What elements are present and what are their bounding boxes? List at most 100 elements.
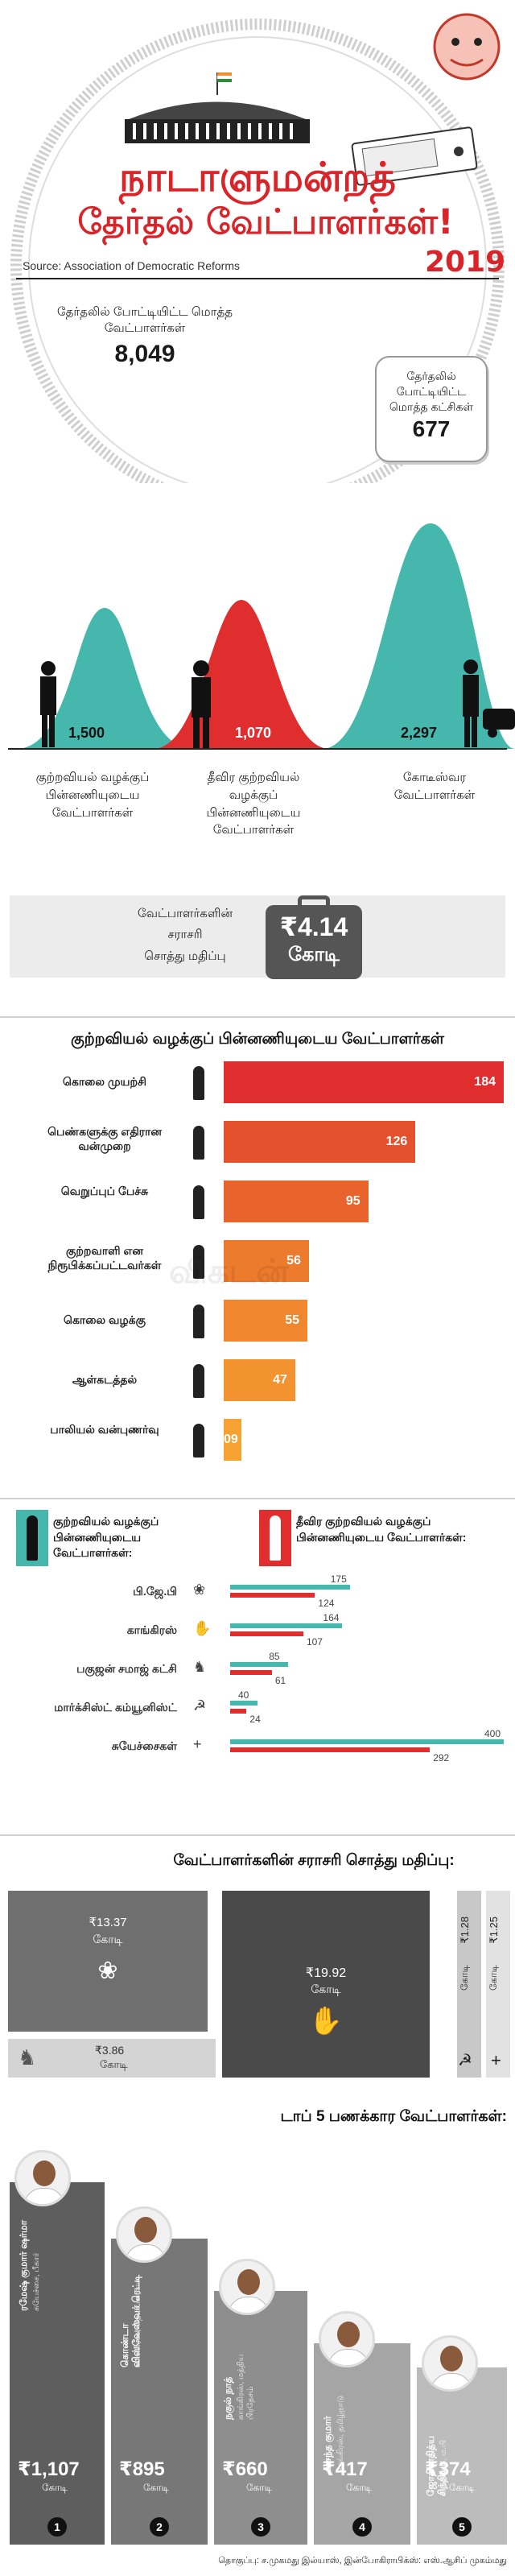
inc-asset-unit: கோடி <box>311 1983 341 1995</box>
bell-label-criminal: குற்றவியல் வழக்குப் பின்னணியுடைய வேட்பாள… <box>35 771 150 820</box>
candidate-avatar <box>319 2311 375 2367</box>
crime-value: 126 <box>385 1135 408 1148</box>
decorative-ring <box>10 19 505 483</box>
crime-value: 09 <box>224 1433 238 1446</box>
voting-machine-icon <box>351 126 478 186</box>
crime-figure-icon <box>193 1305 204 1338</box>
crime-row: கொலை வழக்கு 55 <box>0 1300 515 1348</box>
legend-teal-person-icon <box>27 1515 38 1561</box>
bjp-asset-block <box>8 1891 208 2032</box>
bell-label-crorepati: கோடீஸ்வர வேட்பாளர்கள் <box>393 771 476 802</box>
cpm-asset-block <box>457 1891 481 2078</box>
rank-badge: 4 <box>352 2517 372 2537</box>
party-label: மார்க்சிஸ்ட் கம்யூனிஸ்ட் <box>54 1701 177 1714</box>
crime-label: பாலியல் வன்புணர்வு <box>50 1423 159 1436</box>
cpm-asset-unit: கோடி <box>459 1965 470 1991</box>
avatar-head-icon <box>337 2322 360 2347</box>
avatar-body-icon <box>328 2349 369 2365</box>
party-symbol-icon: ☭ <box>193 1697 207 1714</box>
mascot-icon <box>433 13 501 81</box>
party-value-serious: 107 <box>306 1636 323 1648</box>
total-candidates-value: 8,049 <box>114 340 175 367</box>
party-value-serious: 292 <box>433 1752 450 1764</box>
candidate-asset-unit: கோடி <box>346 2482 373 2493</box>
party-assets-title: வேட்பாளர்களின் சராசரி சொத்து மதிப்பு: <box>173 1852 455 1869</box>
candidate-avatar <box>14 2150 71 2206</box>
party-bar-criminal <box>230 1701 258 1706</box>
year-label: 2019 <box>425 246 506 279</box>
bell-value-serious: 1,070 <box>235 725 272 741</box>
party-value-serious: 124 <box>318 1598 335 1609</box>
party-value-criminal: 400 <box>484 1728 501 1739</box>
party-bar-serious <box>230 1709 247 1714</box>
crime-figure-icon <box>193 1424 204 1458</box>
richest-column <box>314 2343 410 2545</box>
inc-hand-icon: ✋ <box>308 2006 344 2036</box>
total-candidates-block: தேர்தலில் போட்டியிட்ட மொத்த வேட்பாளர்கள்… <box>56 304 233 368</box>
crime-bar <box>224 1419 241 1461</box>
richest-chart: ரமேஷ் குமார் ஷர்மா சுயேச்சை, பீகார் ₹1,107… <box>0 2078 515 2576</box>
candidate-avatar <box>116 2206 172 2263</box>
crime-figure-icon <box>193 1364 204 1398</box>
candidate-party-state: காங்கிரஸ், மத்திய பிரதேசம் <box>237 2354 255 2420</box>
party-bar-criminal <box>230 1662 289 1667</box>
ind-asset-block <box>486 1891 510 2078</box>
richest-column <box>214 2291 307 2545</box>
party-bar-serious <box>230 1593 315 1598</box>
richest-column <box>111 2239 208 2545</box>
bell-label-serious: தீவிர குற்றவியல் வழக்குப் பின்னணியுடைய வ… <box>206 771 301 837</box>
crime-bar <box>224 1061 504 1103</box>
crime-label: கொலை முயற்சி <box>63 1075 146 1088</box>
avatar-head-icon <box>440 2346 463 2371</box>
inc-asset-value: ₹19.92 <box>305 1966 347 1980</box>
candidate-asset-unit: கோடி <box>42 2482 68 2493</box>
avatar-body-icon <box>125 2244 167 2260</box>
legend-teal-label: குற்றவியல் வழக்குப் பின்னணியுடைய வேட்பாள… <box>53 1515 159 1560</box>
avg-asset-label-line2: சராசரி <box>167 928 203 942</box>
ind-plus-icon: + <box>491 2050 501 2070</box>
party-value-criminal: 85 <box>269 1651 280 1662</box>
candidate-asset-value: ₹895 <box>119 2458 165 2480</box>
candidate-party-state: காங்கிரஸ், ம.பி <box>439 2440 448 2496</box>
bell-value-criminal: 1,500 <box>68 725 105 741</box>
avatar-body-icon <box>228 2297 270 2313</box>
crime-chart: கொலை முயற்சி 184 பெண்களுக்கு எதிரான வன்முற… <box>0 1061 515 1480</box>
party-bar-serious <box>230 1631 303 1636</box>
crime-bar <box>224 1121 416 1163</box>
ind-asset-value: ₹1.25 <box>488 1916 500 1944</box>
bsp-elephant-icon: ♞ <box>18 2045 37 2069</box>
party-bar-serious <box>230 1747 431 1752</box>
crime-value: 56 <box>286 1254 301 1267</box>
car-icon <box>483 709 515 738</box>
crime-row: வெறுப்புப் பேச்சு 95 <box>0 1180 515 1229</box>
party-value-criminal: 164 <box>323 1612 340 1623</box>
candidate-party-state: காங்கிரஸ், தெலங்கானா <box>134 2280 142 2367</box>
crime-value: 184 <box>474 1075 496 1089</box>
legend-red-label: தீவிர குற்றவியல் வழக்குப் பின்னணியுடைய வ… <box>296 1515 467 1544</box>
page-title-line2: தேர்தல் வேட்பாளர்கள்! <box>77 202 454 242</box>
party-symbol-icon: ✋ <box>193 1620 212 1636</box>
candidate-asset-value: ₹417 <box>322 2458 368 2480</box>
avg-asset-label-line1: வேட்பாளர்களின் <box>137 907 233 920</box>
party-value-criminal: 40 <box>238 1689 249 1701</box>
bsp-asset-block <box>8 2039 216 2078</box>
party-value-serious: 61 <box>274 1675 286 1686</box>
rank-badge: 3 <box>251 2517 270 2537</box>
inc-asset-block <box>222 1891 430 2078</box>
crime-bar <box>224 1359 295 1401</box>
crime-label: ஆள்கடத்தல் <box>72 1373 138 1386</box>
party-bar-criminal <box>230 1623 343 1628</box>
crime-label: பெண்களுக்கு எதிரான வன்முறை <box>47 1125 162 1153</box>
rank-badge: 5 <box>452 2517 472 2537</box>
candidate-name: நகுல் நாத் <box>222 2376 233 2420</box>
person-silhouette-icon <box>40 660 479 748</box>
crime-bar <box>224 1300 308 1342</box>
crime-label: வெறுப்புப் பேச்சு <box>60 1185 149 1197</box>
avg-asset-panel <box>10 895 505 978</box>
bjp-lotus-icon: ❀ <box>97 1958 118 1984</box>
bell-value-crorepati: 2,297 <box>401 725 438 741</box>
avg-asset-value: ₹4.14 <box>279 912 348 941</box>
crime-figure-icon <box>193 1185 204 1219</box>
party-chart: பி.ஜே.பி ❀ 175 124 காங்கிரஸ் ✋ 164 107 பகுஜன் சம… <box>0 1573 515 1780</box>
bjp-asset-value: ₹13.37 <box>89 1916 127 1929</box>
